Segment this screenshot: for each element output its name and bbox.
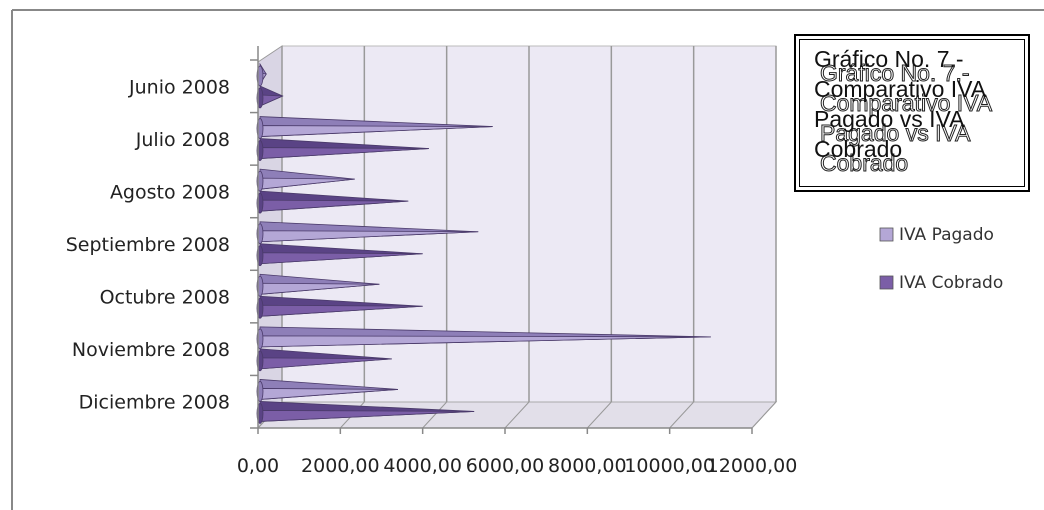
chart-title-shadow: Gráfico No. 7.- Comparativo IVA Pagado v… <box>820 60 998 177</box>
legend: IVA Pagado IVA Cobrado <box>879 225 1003 293</box>
bar-iva-pagado <box>256 116 493 139</box>
category-label: Julio 2008 <box>135 129 230 151</box>
bar-iva-pagado <box>256 221 479 245</box>
category-label: Octubre 2008 <box>100 287 230 309</box>
category-label: Agosto 2008 <box>110 181 230 203</box>
legend-label: IVA Pagado <box>899 225 994 245</box>
category-label: Septiembre 2008 <box>66 234 230 256</box>
gridline-floor <box>422 401 448 429</box>
title-box-inner-border <box>799 39 1025 187</box>
legend-label: IVA Cobrado <box>899 273 1003 293</box>
bar-iva-pagado <box>256 326 711 350</box>
gridline-floor <box>751 401 777 429</box>
bar-iva-cobrado <box>256 243 423 267</box>
x-tick-label: 6000,00 <box>466 455 545 477</box>
bar-iva-cobrado <box>256 190 409 214</box>
legend-swatch <box>879 227 894 242</box>
category-label: Noviembre 2008 <box>72 339 230 361</box>
category-label: Diciembre 2008 <box>79 392 230 414</box>
axes-group <box>250 46 753 434</box>
bars-group <box>256 62 711 424</box>
category-label: Junio 2008 <box>128 76 230 98</box>
x-tick-label: 12000,00 <box>707 455 798 477</box>
bar-iva-cobrado <box>256 401 475 424</box>
gridline-floor <box>504 401 530 429</box>
chart-title-box: Gráfico No. 7.- Comparativo IVA Pagado v… <box>794 34 1030 192</box>
x-tick-label: 4000,00 <box>383 455 462 477</box>
x-tick-label: 0,00 <box>237 455 279 477</box>
x-tick-label: 8000,00 <box>548 455 627 477</box>
bar-iva-cobrado <box>256 85 284 109</box>
chart-title: Gráfico No. 7.- Comparativo IVA Pagado v… <box>814 46 992 162</box>
gridline-floor <box>669 401 695 429</box>
bar-iva-cobrado <box>256 138 429 161</box>
x-tick-labels: 0,00 2000,00 4000,00 6000,00 8000,0010000,00… <box>237 455 797 477</box>
gridline-floor <box>586 401 612 429</box>
category-labels: Junio 2008 Julio 2008 Agosto 2008 Septiembr… <box>66 76 230 413</box>
bar-iva-pagado <box>256 168 355 192</box>
x-tick-label: 2000,00 <box>301 455 380 477</box>
x-tick-label: 10000,00 <box>624 455 715 477</box>
outer-frame-lines <box>11 9 1044 510</box>
legend-swatch <box>879 275 894 290</box>
